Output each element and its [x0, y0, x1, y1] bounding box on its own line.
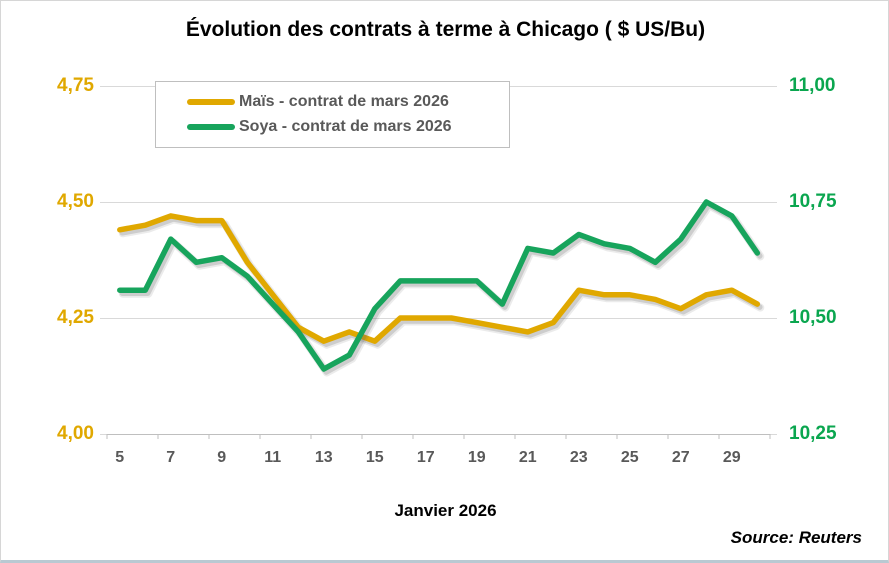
right-axis-tick-label: 10,25 [789, 423, 837, 444]
right-axis-tick-label: 10,50 [789, 307, 837, 328]
x-axis-tick-label: 21 [518, 449, 537, 466]
left-axis-tick-label: 4,50 [57, 191, 94, 212]
x-axis-tick-label: 23 [569, 449, 588, 466]
legend-label-mais: Maïs - contrat de mars 2026 [239, 93, 449, 110]
mais-series-line [117, 213, 761, 344]
x-axis-tick-label: 27 [671, 449, 690, 466]
legend-entry-mais: Maïs - contrat de mars 2026 [187, 93, 509, 111]
x-axis-tick-label: 5 [115, 449, 125, 466]
soya-series-line [117, 199, 761, 372]
x-axis-tick-label: 19 [467, 449, 486, 466]
soya-series-line [118, 201, 765, 377]
x-axis-tick-label: 15 [365, 449, 384, 466]
x-axis-tick-label: 13 [314, 449, 333, 466]
left-axis-tick-label: 4,00 [57, 423, 94, 444]
x-axis-tick-label: 9 [217, 449, 227, 466]
soya-line-swatch [187, 124, 235, 130]
x-axis-tick-label: 17 [416, 449, 435, 466]
left-axis-tick-label: 4,75 [57, 75, 94, 96]
right-axis-tick-label: 11,00 [789, 75, 836, 96]
x-axis-title: Janvier 2026 [394, 501, 497, 520]
x-axis-tick-label: 11 [264, 449, 282, 466]
legend: Maïs - contrat de mars 2026 Soya - contr… [155, 81, 510, 148]
x-axis-tick-label: 25 [620, 449, 639, 466]
chart-title: Évolution des contrats à terme à Chicago… [185, 18, 706, 41]
right-axis-tick-label: 10,75 [789, 191, 837, 212]
soya-series-line [119, 202, 763, 375]
x-axis-tick-label: 29 [722, 449, 741, 466]
left-axis-tick-label: 4,25 [57, 307, 94, 328]
mais-line-swatch [187, 99, 235, 105]
source-note: Source: Reuters [730, 528, 862, 547]
x-axis-tick-label: 7 [166, 449, 176, 466]
legend-label-soya: Soya - contrat de mars 2026 [239, 118, 452, 135]
legend-entry-soya: Soya - contrat de mars 2026 [187, 118, 509, 136]
